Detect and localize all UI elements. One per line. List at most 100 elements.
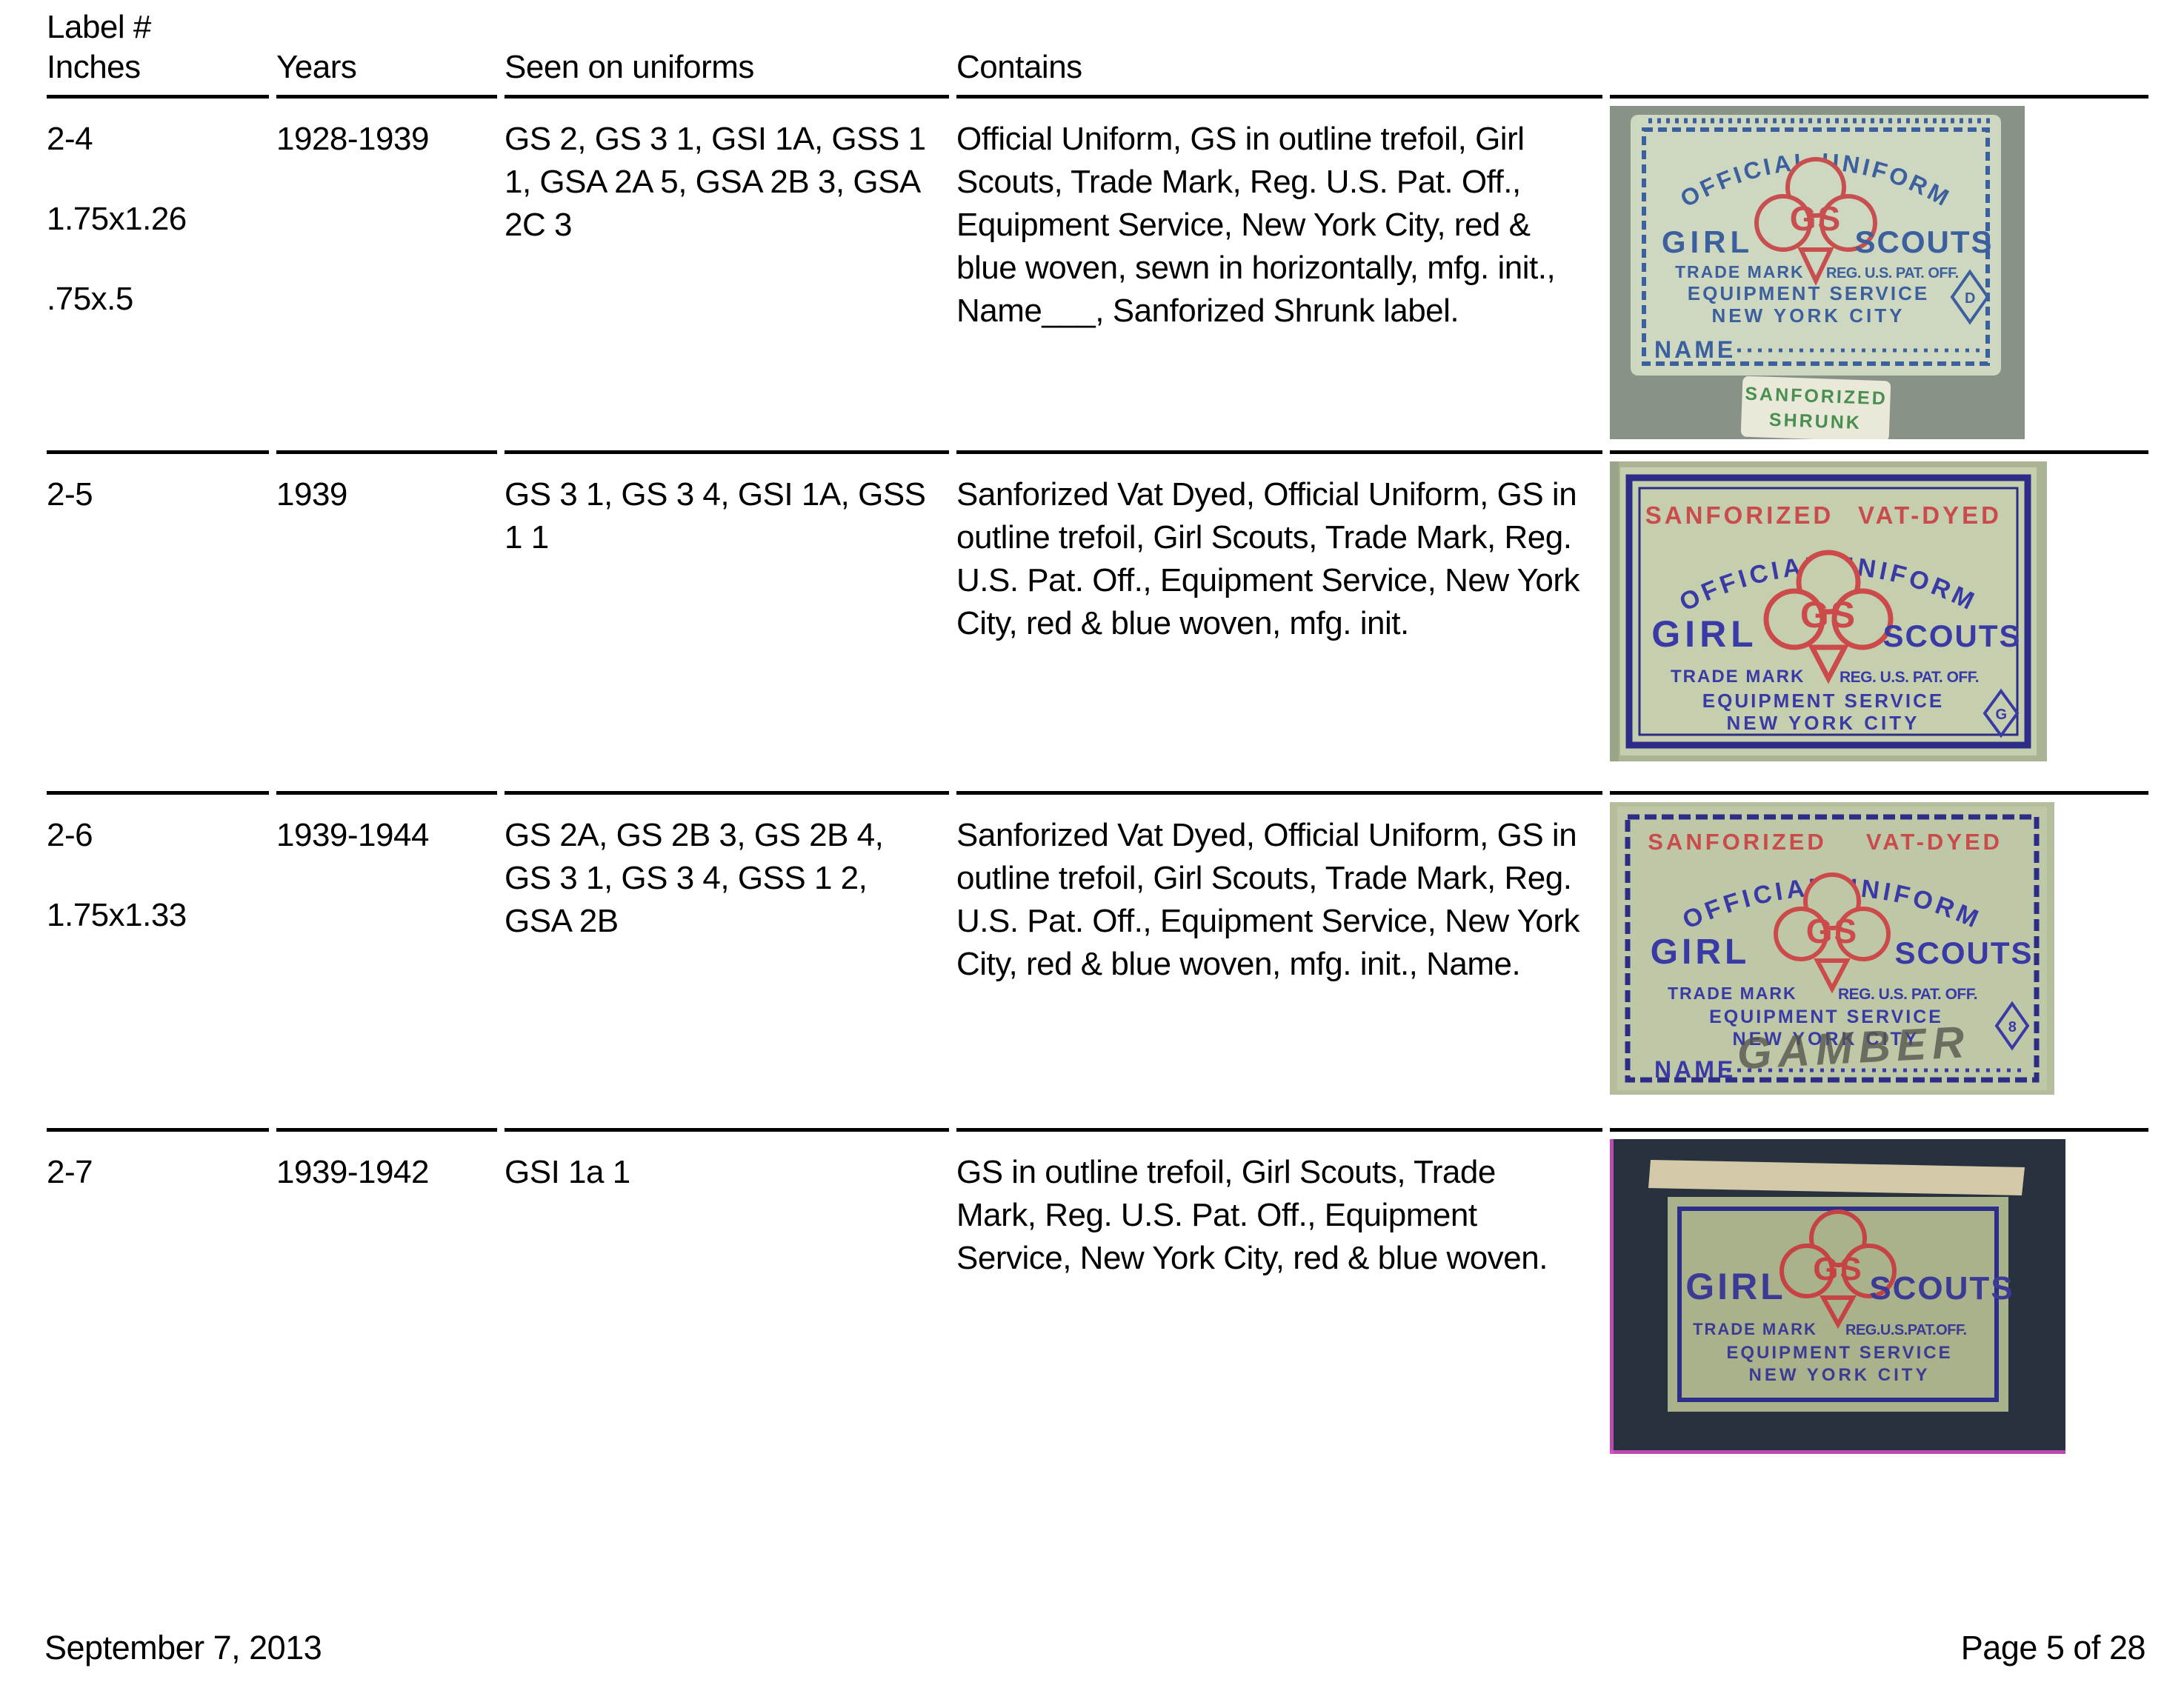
scouts-text: SCOUTS xyxy=(1854,224,1993,259)
scouts-text: SCOUTS xyxy=(1869,1270,2014,1307)
city-text: NEW YORK CITY xyxy=(1733,1029,1920,1050)
reg-text: REG. U.S. PAT. OFF. xyxy=(1826,265,1959,281)
cell-label-inches: 2-5 xyxy=(47,450,269,791)
gs-trefoil-icon xyxy=(1763,550,1894,684)
reg-text: REG. U.S. PAT. OFF. xyxy=(1840,669,1979,686)
header-seen: Seen on uniforms xyxy=(505,6,949,99)
diamond-mark-icon xyxy=(1994,1001,2030,1051)
cell-seen: GSI 1a 1 xyxy=(505,1128,949,1606)
cell-label-inches: 2-4 1.75x1.26 .75x.5 xyxy=(47,99,269,450)
table-header: Label # Inches Years Seen on uniforms Co… xyxy=(47,6,2148,99)
table-row: 2-7 1939-1942 GSI 1a 1 GS in outline tre… xyxy=(47,1128,2148,1606)
stitch-border xyxy=(1642,127,1990,366)
table-row: 2-4 1.75x1.26 .75x.5 1928-1939 GS 2, GS … xyxy=(47,99,2148,450)
gs-monogram: GS xyxy=(1800,594,1857,635)
stitch-border xyxy=(1677,1207,1999,1402)
girl-text: GIRL xyxy=(1651,613,1757,655)
cell-years: 1928-1939 xyxy=(276,121,429,157)
trademark-text: TRADE MARK xyxy=(1693,1320,1817,1338)
cell-contains: GS in outline trefoil, Girl Scouts, Trad… xyxy=(956,1128,1602,1606)
cell-contains: Official Uniform, GS in outline trefoil,… xyxy=(956,121,1556,329)
inches-value: 1.75x1.26 xyxy=(47,201,187,237)
label-photo-2-6: SANFORIZED VAT-DYED OFFICIAL UNIFORM GS … xyxy=(1610,802,2054,1095)
trademark-text: TRADE MARK xyxy=(1671,667,1805,687)
trademark-text: TRADE MARK xyxy=(1668,984,1797,1003)
header-label-line1: Label # xyxy=(47,9,151,45)
label-number: 2-4 xyxy=(47,121,93,157)
table-row: 2-5 1939 GS 3 1, GS 3 4, GSI 1A, GSS 1 1… xyxy=(47,450,2148,791)
header-label-line2: Inches xyxy=(47,49,141,85)
city-text: NEW YORK CITY xyxy=(1727,712,1920,734)
scan-edge-artifact xyxy=(1610,1450,2065,1454)
cell-label-photo: SANFORIZED VAT-DYED OFFICIAL UNIFORM GS … xyxy=(1610,791,2148,1128)
cell-seen: GS 2A, GS 2B 3, GS 2B 4, GS 3 1, GS 3 4,… xyxy=(505,791,949,1128)
label-photo-2-7: GS GIRL SCOUTS TRADE MARK REG.U.S.PAT.OF… xyxy=(1610,1139,2065,1454)
reg-text: REG. U.S. PAT. OFF. xyxy=(1838,986,1977,1003)
scouts-text: SCOUTS xyxy=(1894,935,2033,970)
cell-seen: GS 3 1, GS 3 4, GSI 1A, GSS 1 1 xyxy=(505,450,949,791)
equipment-text: EQUIPMENT SERVICE xyxy=(1688,282,1929,304)
header-contains: Contains xyxy=(956,6,1602,99)
cell-label-photo: SANFORIZED VAT-DYED OFFICIAL UNIFORM GS … xyxy=(1610,450,2148,791)
diamond-letter: G xyxy=(1995,707,2006,723)
footer-page-number: Page 5 of 28 xyxy=(1960,1629,2146,1666)
header-image-col xyxy=(1610,6,2148,99)
stitch-border xyxy=(1625,814,2040,1083)
table-row: 2-6 1.75x1.33 1939-1944 GS 2A, GS 2B 3, … xyxy=(47,791,2148,1128)
girl-text: GIRL xyxy=(1651,932,1751,972)
selvage-strip xyxy=(1648,1160,2025,1195)
name-label: NAME xyxy=(1654,1056,1736,1083)
gs-trefoil-icon xyxy=(1780,1209,1897,1329)
header-years: Years xyxy=(276,6,497,99)
scouts-text: SCOUTS xyxy=(1882,618,2021,653)
scan-edge-artifact xyxy=(1610,1139,1614,1454)
header-label-inches: Label # Inches xyxy=(47,6,269,99)
cell-years: 1939 xyxy=(276,450,497,791)
label-cloth xyxy=(1617,807,2047,1090)
vat-dyed-text: VAT-DYED xyxy=(1866,829,2002,855)
sanforized-text: SANFORIZED xyxy=(1648,829,1827,855)
label-number: 2-7 xyxy=(47,1154,93,1190)
cell-seen: GS 2, GS 3 1, GSI 1A, GSS 1 1, GSA 2A 5,… xyxy=(505,121,926,243)
cell-label-inches: 2-7 xyxy=(47,1128,269,1606)
diamond-letter: 8 xyxy=(2008,1019,2017,1035)
label-number: 2-5 xyxy=(47,476,93,513)
tag-line2: SHRUNK xyxy=(1768,410,1862,433)
cell-years: 1939-1942 xyxy=(276,1128,497,1606)
cell-label-photo: GS GIRL SCOUTS TRADE MARK REG.U.S.PAT.OF… xyxy=(1610,1128,2148,1606)
city-text: NEW YORK CITY xyxy=(1712,304,1905,327)
label-photo-2-5: SANFORIZED VAT-DYED OFFICIAL UNIFORM GS … xyxy=(1610,461,2047,761)
gs-trefoil-icon xyxy=(1774,872,1891,994)
name-label: NAME xyxy=(1654,336,1736,363)
diamond-mark-icon xyxy=(1950,269,1990,325)
diamond-mark-icon xyxy=(1982,688,2020,738)
footer-date: September 7, 2013 xyxy=(44,1629,322,1666)
outer-border xyxy=(1625,474,2031,749)
label-number: 2-6 xyxy=(47,817,93,853)
equipment-text: EQUIPMENT SERVICE xyxy=(1726,1343,1952,1363)
sanforized-tag: SANFORIZED SHRUNK xyxy=(1740,376,1891,442)
tag-line1: SANFORIZED xyxy=(1745,384,1888,410)
handwritten-name: GAMBER xyxy=(1736,1017,1971,1078)
equipment-text: EQUIPMENT SERVICE xyxy=(1709,1007,1943,1027)
gs-monogram: GS xyxy=(1790,199,1842,238)
girl-text: GIRL xyxy=(1662,224,1754,259)
equipment-text: EQUIPMENT SERVICE xyxy=(1702,690,1944,712)
cell-contains: Sanforized Vat Dyed, Official Uniform, G… xyxy=(956,450,1602,791)
inches-value: .75x.5 xyxy=(47,281,133,317)
gs-monogram: GS xyxy=(1806,912,1858,950)
cell-label-photo: OFFICIAL UNIFORM GS GIRL SCOUTS TRADE MA… xyxy=(1610,99,2148,450)
city-text: NEW YORK CITY xyxy=(1749,1365,1931,1385)
label-cloth xyxy=(1631,115,2001,376)
inches-value: 1.75x1.33 xyxy=(47,897,187,933)
girl-text: GIRL xyxy=(1685,1266,1785,1307)
gs-monogram: GS xyxy=(1813,1251,1863,1287)
cell-contains: Sanforized Vat Dyed, Official Uniform, G… xyxy=(956,791,1602,1128)
cell-label-inches: 2-6 1.75x1.33 xyxy=(47,791,269,1128)
page-footer: September 7, 2013 Page 5 of 28 xyxy=(44,1629,2146,1667)
reg-text: REG.U.S.PAT.OFF. xyxy=(1845,1322,1967,1338)
sanforized-text: SANFORIZED xyxy=(1645,501,1834,529)
cell-years: 1939-1944 xyxy=(276,791,497,1128)
gs-trefoil-icon xyxy=(1754,157,1877,286)
